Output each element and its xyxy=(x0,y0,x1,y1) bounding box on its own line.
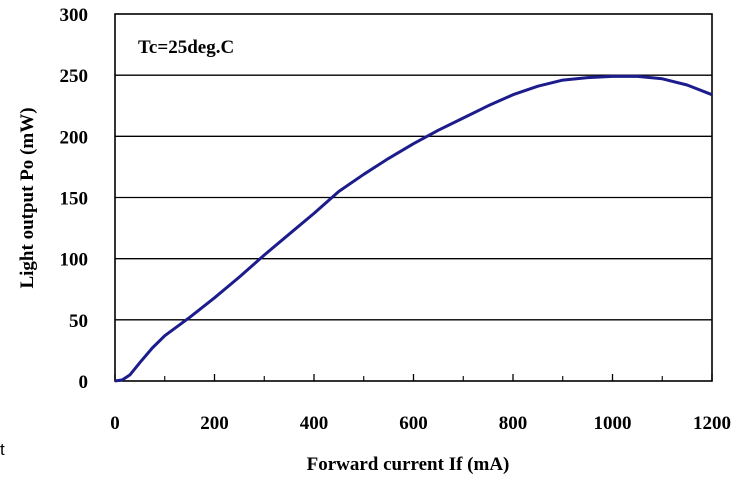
x-tick-label: 200 xyxy=(200,413,229,434)
x-tick-label: 400 xyxy=(300,413,329,434)
y-tick-label: 0 xyxy=(79,372,89,393)
stray-text: t xyxy=(0,440,5,459)
x-ticks xyxy=(114,374,713,381)
x-tick-label: 600 xyxy=(399,413,428,434)
x-tick-label: 800 xyxy=(499,413,528,434)
y-tick-label: 50 xyxy=(69,311,88,332)
y-tick-labels: 0 50 100 150 200 250 300 xyxy=(60,5,89,393)
x-tick-label: 0 xyxy=(110,413,120,434)
y-tick-label: 200 xyxy=(60,127,89,148)
x-tick-label: 1200 xyxy=(693,413,731,434)
y-tick-label: 300 xyxy=(60,5,89,26)
gridlines xyxy=(115,74,712,321)
x-tick-label: 1000 xyxy=(594,413,632,434)
y-tick-label: 150 xyxy=(60,189,89,210)
temperature-annotation: Tc=25deg.C xyxy=(138,37,234,58)
series-line xyxy=(114,74,713,383)
y-tick-label: 100 xyxy=(60,250,89,271)
x-tick-labels: 0 200 400 600 800 1000 1200 xyxy=(110,413,731,434)
y-axis-title: Light output Po (mW) xyxy=(17,107,38,288)
y-tick-label: 250 xyxy=(60,66,89,87)
x-axis-title: Forward current If (mA) xyxy=(307,454,510,475)
